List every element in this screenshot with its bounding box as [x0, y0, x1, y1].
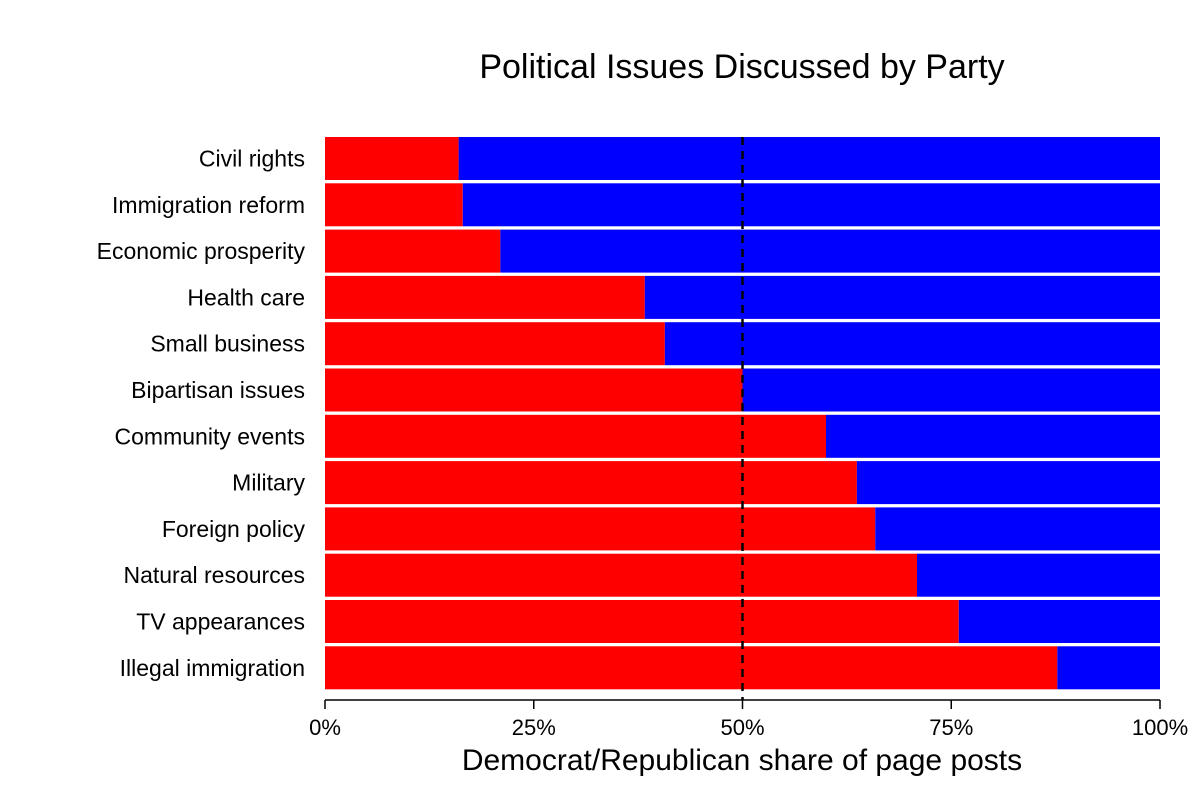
bar-segment-2-2: [500, 229, 1161, 273]
bar-segment-1-0: [325, 137, 459, 180]
category-label: Civil rights: [199, 146, 305, 172]
bar-segment-1-7: [325, 461, 857, 505]
category-label: Economic prosperity: [97, 238, 306, 264]
bar-segment-1-5: [325, 368, 743, 412]
category-labels: Civil rights Immigration reform Economic p…: [97, 146, 306, 681]
x-tick-label: 50%: [720, 715, 764, 740]
category-label: TV appearances: [136, 609, 305, 635]
bar-segment-1-2: [325, 229, 501, 273]
x-tick-label: 0%: [309, 715, 341, 740]
x-axis-title: Democrat/Republican share of page posts: [462, 744, 1022, 777]
bar-segment-1-6: [325, 414, 826, 458]
bar-segment-2-8: [875, 507, 1160, 551]
bar-segment-2-3: [644, 275, 1160, 319]
category-label: Health care: [187, 284, 305, 310]
bar-segment-1-3: [325, 275, 645, 319]
bar-segment-1-8: [325, 507, 876, 551]
category-label: Military: [232, 470, 305, 496]
category-label: Natural resources: [123, 562, 305, 588]
bar-segment-2-0: [458, 137, 1161, 180]
bar-segment-2-4: [664, 322, 1160, 366]
bar-segment-2-5: [742, 368, 1160, 412]
category-label: Illegal immigration: [120, 655, 305, 681]
bar-segment-2-11: [1057, 646, 1160, 690]
category-label: Small business: [150, 331, 305, 357]
x-tick-label: 75%: [929, 715, 973, 740]
chart-title: Political Issues Discussed by Party: [479, 48, 1004, 86]
category-label: Immigration reform: [112, 192, 305, 218]
bar-segment-1-1: [325, 183, 463, 227]
bar-segment-2-1: [462, 183, 1160, 227]
bar-segment-2-7: [856, 461, 1160, 505]
category-label: Community events: [115, 423, 305, 449]
bar-segment-2-6: [826, 414, 1160, 458]
bar-segment-1-9: [325, 553, 918, 597]
x-tick-label: 25%: [512, 715, 556, 740]
bar-segment-2-10: [958, 600, 1160, 643]
bar-segment-1-10: [325, 600, 959, 643]
category-label: Bipartisan issues: [131, 377, 305, 403]
category-label: Foreign policy: [162, 516, 306, 542]
bar-segment-1-4: [325, 322, 665, 366]
x-tick-label: 100%: [1132, 715, 1188, 740]
x-axis: 0% 25% 50% 75% 100%: [309, 699, 1188, 740]
bar-segment-2-9: [917, 553, 1160, 597]
bar-segment-1-11: [325, 646, 1058, 690]
